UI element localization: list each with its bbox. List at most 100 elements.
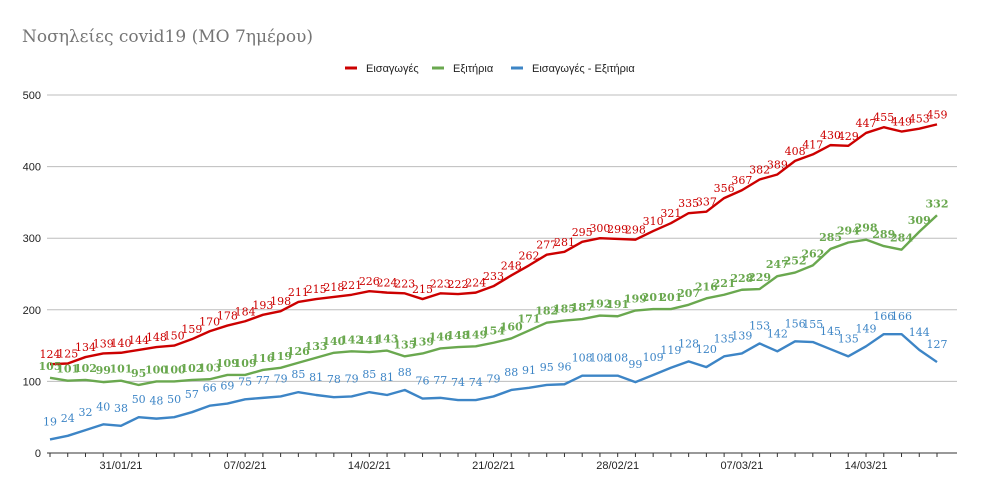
data-label: 187 — [571, 301, 594, 314]
data-label: 88 — [398, 366, 412, 379]
data-label: 102 — [180, 362, 203, 375]
data-label: 449 — [891, 116, 912, 129]
data-label: 223 — [430, 277, 451, 290]
data-label: 201 — [642, 291, 665, 304]
data-label: 144 — [909, 326, 930, 339]
data-label: 135 — [393, 338, 416, 351]
data-label: 57 — [185, 388, 199, 401]
data-label: 76 — [416, 375, 430, 388]
data-label: 453 — [909, 113, 930, 126]
y-tick-label: 100 — [23, 376, 41, 388]
data-label: 191 — [606, 298, 629, 311]
data-label: 218 — [323, 281, 344, 294]
data-label: 142 — [767, 327, 788, 340]
data-label: 19 — [43, 415, 57, 428]
series-line — [49, 332, 938, 441]
data-label: 295 — [572, 226, 593, 239]
data-label: 160 — [500, 320, 523, 333]
data-label: 99 — [628, 358, 642, 371]
y-tick-label: 300 — [23, 233, 41, 245]
data-label: 128 — [678, 337, 699, 350]
data-label: 116 — [251, 352, 274, 365]
data-label: 178 — [217, 310, 238, 323]
data-label: 228 — [730, 272, 753, 285]
data-label: 85 — [362, 368, 376, 381]
data-label: 50 — [132, 393, 146, 406]
data-labels: 1241251341391401441481501591701781841931… — [39, 108, 949, 428]
data-label: 133 — [305, 340, 328, 353]
data-label: 139 — [93, 337, 114, 350]
data-label: 135 — [714, 332, 735, 345]
data-label: 285 — [819, 231, 842, 244]
data-label: 32 — [78, 406, 92, 419]
data-label: 222 — [448, 278, 469, 291]
data-label: 150 — [164, 330, 185, 343]
series-lines — [49, 123, 938, 441]
data-label: 233 — [483, 270, 504, 283]
data-label: 105 — [39, 360, 62, 373]
data-label: 294 — [837, 224, 860, 237]
data-label: 50 — [167, 393, 181, 406]
data-label: 48 — [149, 395, 163, 408]
data-label: 66 — [203, 382, 217, 395]
data-label: 140 — [110, 337, 131, 350]
y-tick-label: 400 — [23, 162, 41, 174]
data-label: 382 — [749, 163, 770, 176]
data-label: 139 — [731, 329, 752, 342]
data-label: 101 — [109, 363, 132, 376]
data-label: 298 — [855, 222, 878, 235]
data-label: 198 — [270, 295, 291, 308]
data-label: 79 — [274, 372, 288, 385]
data-label: 447 — [856, 117, 877, 130]
y-tick-label: 0 — [35, 448, 41, 460]
data-label: 77 — [433, 374, 447, 387]
data-label: 309 — [908, 214, 931, 227]
data-label: 149 — [464, 328, 487, 341]
data-label: 99 — [96, 364, 111, 377]
data-label: 224 — [465, 277, 486, 290]
data-label: 223 — [394, 277, 415, 290]
data-label: 100 — [145, 363, 168, 376]
data-label: 193 — [252, 299, 273, 312]
data-label: 252 — [784, 255, 807, 268]
data-label: 262 — [518, 249, 539, 262]
chart-title: Νοσηλείες covid19 (ΜΟ 7ημέρου) — [22, 27, 313, 47]
data-label: 74 — [451, 376, 465, 389]
data-label: 95 — [540, 361, 554, 374]
x-tick-label: 07/03/21 — [720, 460, 763, 472]
data-label: 102 — [74, 362, 97, 375]
x-tick-label: 21/02/21 — [472, 460, 515, 472]
data-label: 134 — [75, 341, 96, 354]
data-label: 79 — [487, 372, 501, 385]
data-label: 185 — [553, 303, 576, 316]
data-label: 201 — [659, 291, 682, 304]
x-axis: 31/01/21 07/02/21 14/02/21 21/02/21 28/02/21… — [49, 453, 938, 472]
data-label: 96 — [557, 360, 571, 373]
x-tick-label: 07/02/21 — [224, 460, 267, 472]
data-label: 78 — [327, 373, 341, 386]
legend-entry: Εξιτήρια — [453, 63, 494, 75]
data-label: 459 — [927, 108, 948, 121]
data-label: 144 — [128, 334, 149, 347]
y-tick-label: 200 — [23, 305, 41, 317]
data-label: 120 — [696, 343, 717, 356]
data-label: 140 — [322, 335, 345, 348]
series-line — [49, 123, 938, 366]
data-label: 429 — [838, 130, 859, 143]
data-label: 124 — [40, 348, 61, 361]
data-label: 119 — [269, 350, 292, 363]
y-axis: 0 100 200 300 400 500 — [23, 90, 41, 460]
data-label: 135 — [838, 332, 859, 345]
data-label: 141 — [358, 334, 381, 347]
data-label: 337 — [696, 196, 717, 209]
data-label: 103 — [198, 361, 221, 374]
data-label: 75 — [238, 375, 252, 388]
data-label: 154 — [482, 325, 505, 338]
data-label: 221 — [341, 279, 362, 292]
data-label: 221 — [713, 277, 736, 290]
data-label: 108 — [589, 352, 610, 365]
data-label: 430 — [820, 129, 841, 142]
data-label: 85 — [291, 368, 305, 381]
data-label: 155 — [802, 318, 823, 331]
